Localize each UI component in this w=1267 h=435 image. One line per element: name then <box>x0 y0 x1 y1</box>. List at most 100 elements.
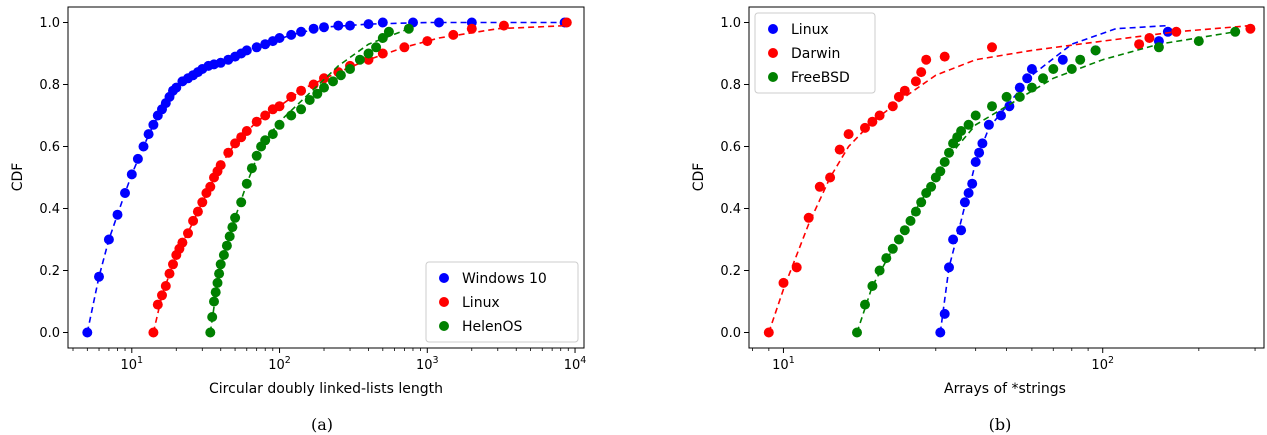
y-tick-label: 0.0 <box>720 326 741 341</box>
data-point <box>371 42 382 53</box>
data-point <box>939 157 950 167</box>
data-point <box>160 281 171 291</box>
data-point <box>803 212 814 223</box>
data-point <box>120 188 130 198</box>
data-point <box>403 23 414 34</box>
data-point <box>970 157 981 167</box>
legend-marker <box>768 48 778 58</box>
data-point <box>126 169 137 180</box>
data-point <box>286 91 297 102</box>
data-point <box>209 296 219 307</box>
data-point <box>218 250 229 260</box>
data-point <box>177 237 188 248</box>
series-linux <box>935 24 1173 338</box>
data-point <box>399 42 410 53</box>
series-darwin <box>763 23 1256 338</box>
data-point <box>363 48 374 59</box>
data-point <box>223 147 234 158</box>
legend-box <box>754 12 876 94</box>
data-point <box>274 119 285 130</box>
data-point <box>138 141 149 152</box>
legend-label: Darwin <box>791 46 840 62</box>
data-point <box>377 17 388 28</box>
data-point <box>82 327 93 338</box>
data-point <box>996 110 1006 121</box>
data-point <box>224 231 235 242</box>
data-point <box>296 104 307 115</box>
data-point <box>171 82 182 93</box>
y-tick-label: 0.4 <box>720 202 741 217</box>
data-point <box>112 209 123 220</box>
data-point <box>935 327 946 338</box>
data-point <box>887 243 898 254</box>
x-tick-label: 104 <box>564 355 587 373</box>
chart-panel-a: 0.0 0.2 0.4 0.6 0.8 1.0 101 102 103 104 Circular … <box>10 6 587 397</box>
legend-label: HelenOS <box>462 319 523 335</box>
data-point <box>921 54 932 65</box>
data-point <box>1057 54 1068 65</box>
data-point <box>236 197 247 208</box>
data-point <box>214 268 225 279</box>
data-point <box>874 110 885 121</box>
data-point <box>1193 36 1204 47</box>
data-point <box>939 308 950 319</box>
legend-marker <box>439 273 449 283</box>
y-tick-label: 1.0 <box>39 16 60 31</box>
data-point <box>377 48 388 59</box>
x-tick-label: 102 <box>1091 355 1114 373</box>
data-point <box>860 122 870 133</box>
data-point <box>881 253 892 264</box>
fit-line <box>768 24 1251 333</box>
data-point <box>987 101 997 112</box>
data-point <box>168 259 178 270</box>
data-point <box>143 129 154 140</box>
series-helenos <box>205 23 414 338</box>
data-point <box>251 42 262 53</box>
data-point <box>910 206 921 217</box>
data-point <box>286 29 297 40</box>
axes-layer-a: 0.0 0.2 0.4 0.6 0.8 1.0 101 102 103 104 <box>39 6 587 373</box>
data-point <box>977 138 988 149</box>
data-point <box>1001 91 1012 102</box>
data-point <box>448 29 459 40</box>
data-point <box>328 76 338 87</box>
data-point <box>230 138 241 149</box>
legend-label: FreeBSD <box>791 70 850 86</box>
data-point <box>1014 82 1025 93</box>
data-point <box>152 299 163 310</box>
data-point <box>959 197 970 208</box>
data-point <box>333 20 344 31</box>
data-point <box>246 163 257 174</box>
data-point <box>215 160 226 171</box>
y-axis-label-b: CDF <box>691 163 707 192</box>
data-point <box>188 215 199 226</box>
data-point <box>1245 23 1256 34</box>
data-point <box>1134 39 1145 50</box>
chart-panel-b: 0.0 0.2 0.4 0.6 0.8 1.0 101 102 Arrays of *stri… <box>691 6 1265 397</box>
data-point <box>1162 26 1173 37</box>
data-point <box>905 215 916 226</box>
data-point <box>867 116 878 127</box>
data-point <box>296 26 307 37</box>
data-point <box>345 64 355 74</box>
data-point <box>260 110 271 121</box>
data-point <box>944 147 954 158</box>
data-point <box>814 181 825 192</box>
data-point <box>1153 42 1164 53</box>
y-tick-label: 1.0 <box>720 16 741 31</box>
legend-marker <box>439 321 449 331</box>
data-point <box>983 119 994 130</box>
data-point <box>1022 73 1033 84</box>
data-point <box>319 22 329 33</box>
data-point <box>251 150 262 161</box>
data-point <box>210 287 221 298</box>
x-axis-label-b: Arrays of *strings <box>944 381 1066 397</box>
x-tick-label: 103 <box>416 355 439 373</box>
legend-box <box>425 261 579 343</box>
series-layer-b <box>763 23 1256 338</box>
data-point <box>94 271 104 282</box>
data-point <box>1090 45 1101 56</box>
x-tick-label: 102 <box>268 355 291 373</box>
legend-b: Linux Darwin FreeBSD <box>754 12 876 94</box>
